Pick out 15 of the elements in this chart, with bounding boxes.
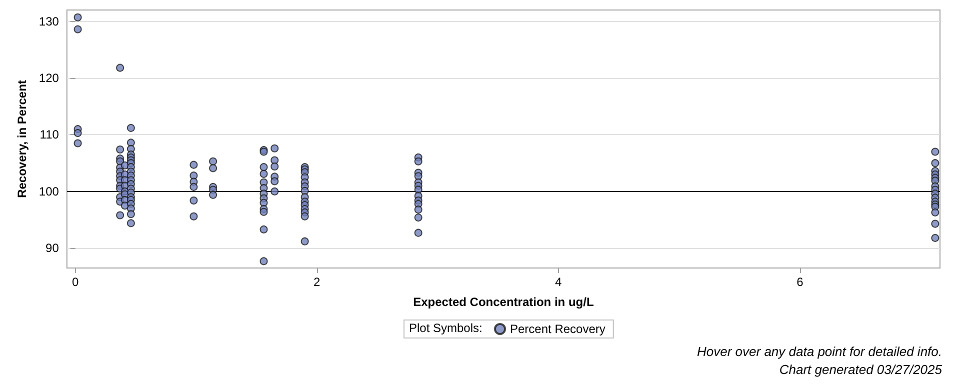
legend-label: Percent Recovery <box>510 322 606 336</box>
y-tick-label: 110 <box>40 128 60 142</box>
x-axis-title: Expected Concentration in ug/L <box>413 295 594 309</box>
y-tick-label: 130 <box>38 14 60 28</box>
legend-title: Plot Symbols: <box>409 321 482 335</box>
y-tick-label: 100 <box>38 184 60 198</box>
x-tick-label: 4 <box>555 275 562 289</box>
y-tick-label: 90 <box>46 241 60 256</box>
y-tick-label: 120 <box>38 71 60 86</box>
x-tick-label: 6 <box>796 275 804 289</box>
x-tick-label: 0 <box>72 275 80 289</box>
x-tick-label: 2 <box>314 275 321 289</box>
text: Hover over any data point for detailed info. <box>697 344 942 359</box>
y-axis-title: Recovery, in Percent <box>15 80 29 198</box>
text: Chart generated 03/27/2025 <box>779 362 943 377</box>
